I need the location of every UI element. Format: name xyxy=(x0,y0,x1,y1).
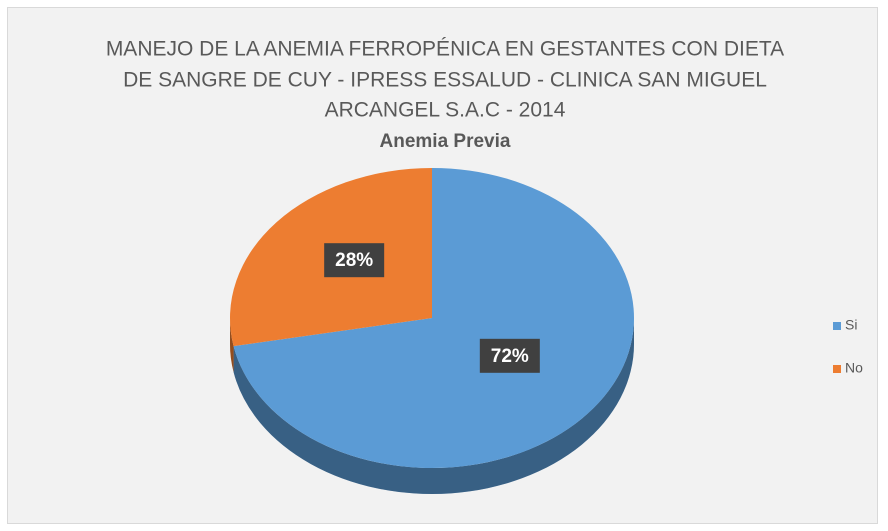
legend-swatch xyxy=(833,322,841,330)
legend-swatch xyxy=(833,365,841,373)
chart-title: ARCANGEL S.A.C - 2014 xyxy=(325,99,566,122)
pie-slice-side xyxy=(233,318,634,494)
data-label-box xyxy=(479,338,540,373)
pie-slice-side-shade xyxy=(230,318,234,373)
data-label: 28% xyxy=(335,250,373,271)
pie-slice-side xyxy=(230,318,234,373)
data-label-box xyxy=(324,243,385,278)
legend-label: No xyxy=(845,360,863,376)
data-label: 72% xyxy=(491,346,529,367)
legend-label: Si xyxy=(845,317,857,333)
chart-title: MANEJO DE LA ANEMIA FERROPÉNICA EN GESTA… xyxy=(106,38,784,61)
pie-slice-side-shade xyxy=(233,318,634,494)
pie-slice xyxy=(233,168,634,468)
chart-subtitle: Anemia Previa xyxy=(380,131,511,152)
chart-title: DE SANGRE DE CUY - IPRESS ESSALUD - CLIN… xyxy=(123,69,767,92)
